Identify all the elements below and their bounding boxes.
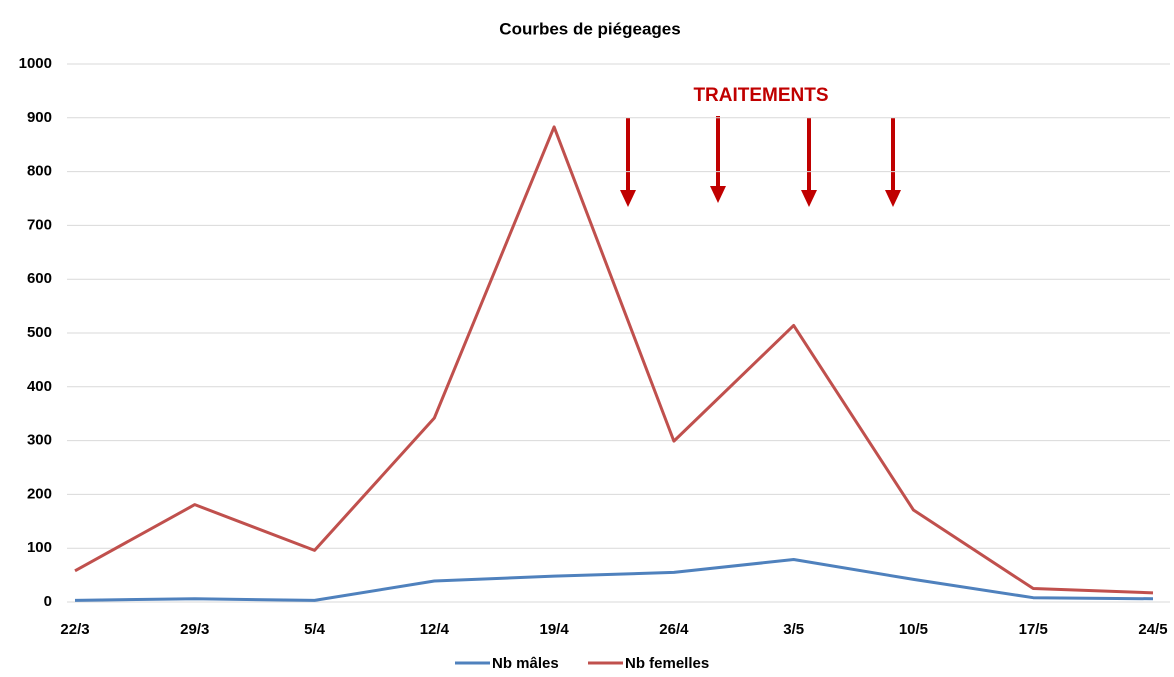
- x-tick-label: 12/4: [420, 621, 450, 638]
- x-tick-label: 29/3: [180, 621, 209, 638]
- y-tick-label: 700: [27, 216, 52, 233]
- x-tick-label: 17/5: [1019, 621, 1048, 638]
- x-tick-label: 3/5: [783, 621, 804, 638]
- treatment-arrows: [620, 116, 901, 207]
- y-tick-label: 100: [27, 539, 52, 556]
- x-tick-label: 22/3: [60, 621, 89, 638]
- y-tick-label: 600: [27, 270, 52, 287]
- annotation: TRAITEMENTS: [693, 85, 828, 106]
- y-tick-label: 300: [27, 432, 52, 449]
- x-tick-label: 19/4: [540, 621, 570, 638]
- x-tick-label: 10/5: [899, 621, 928, 638]
- x-tick-label: 26/4: [659, 621, 689, 638]
- series-line: [74, 557, 1154, 602]
- y-tick-label: 200: [27, 485, 52, 502]
- y-tick-label: 500: [27, 324, 52, 341]
- legend-label: Nb mâles: [492, 655, 559, 672]
- y-tick-label: 0: [44, 593, 52, 610]
- legend-label: Nb femelles: [625, 655, 709, 672]
- series-line: [74, 125, 1154, 595]
- y-tick-label: 1000: [19, 55, 52, 72]
- y-tick-label: 800: [27, 163, 52, 180]
- x-tick-label: 24/5: [1138, 621, 1167, 638]
- y-tick-label: 900: [27, 109, 52, 126]
- x-tick-label: 5/4: [304, 621, 326, 638]
- chart-title: Courbes de piégeages: [499, 19, 680, 38]
- y-tick-label: 400: [27, 378, 52, 395]
